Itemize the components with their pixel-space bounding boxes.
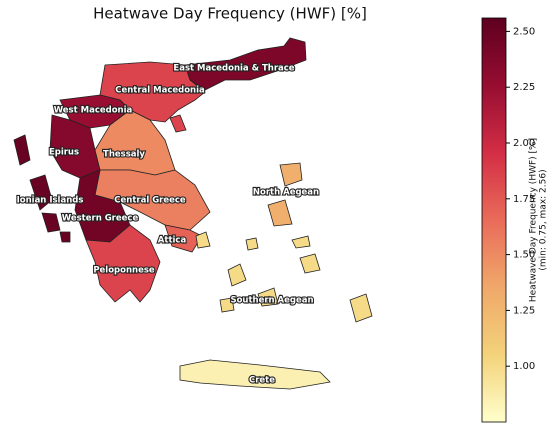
colorbar-tick-label: 1.00 <box>513 361 535 372</box>
colorbar-tick-label: 1.25 <box>513 305 535 316</box>
region <box>85 224 161 303</box>
region <box>267 162 303 227</box>
colorbar-tick-label: 2.50 <box>513 26 535 37</box>
region-label: East Macedonia & Thrace <box>173 64 294 74</box>
region-shape <box>13 134 31 166</box>
colorbar-label: Heatwave Day Frequency (HWF) [%] <box>529 138 539 302</box>
region-shape <box>169 114 187 133</box>
region-shape <box>184 37 307 91</box>
region-shape <box>245 237 259 251</box>
region-shape <box>291 235 311 249</box>
region-label: Epirus <box>49 148 79 158</box>
colorbar-tick-label: 1.50 <box>513 250 535 261</box>
region <box>179 359 331 390</box>
region-shape <box>179 359 331 390</box>
region-shape <box>267 199 293 227</box>
region-shape <box>195 231 211 249</box>
region-shape <box>227 263 247 287</box>
map-title: Heatwave Day Frequency (HWF) [%] <box>93 5 367 23</box>
region-label: Ionian Islands <box>17 196 84 206</box>
region-label: Thessaly <box>103 150 145 160</box>
region-label: Central Greece <box>114 196 186 206</box>
region-label: Western Greece <box>62 214 139 224</box>
region-label: Peloponnese <box>93 266 155 276</box>
region-label: Central Macedonia <box>115 86 205 96</box>
region-label: West Macedonia <box>54 106 133 116</box>
colorbar-tick-label: 1.75 <box>513 194 535 205</box>
region <box>184 37 307 91</box>
colorbar-tick-label: 2.25 <box>513 82 535 93</box>
region-shape <box>257 287 279 307</box>
colorbar <box>481 17 507 423</box>
region-label: Attica <box>158 236 187 246</box>
region <box>195 231 373 323</box>
region-shape <box>299 253 321 274</box>
colorbar-tick-label: 2.00 <box>513 138 535 149</box>
region-shape <box>59 231 71 243</box>
region <box>13 134 71 243</box>
region-shape <box>219 297 235 313</box>
region-label: Southern Aegean <box>230 296 313 306</box>
region-label: Crete <box>249 376 275 386</box>
region-shape <box>29 174 53 211</box>
region-shape <box>349 293 373 323</box>
colorbar-sublabel: (min: 0.75, max: 2.56) <box>539 169 549 270</box>
region-shape <box>85 224 161 303</box>
region-shape <box>279 162 303 187</box>
region-label: North Aegean <box>253 188 319 198</box>
region-shape <box>41 212 61 233</box>
